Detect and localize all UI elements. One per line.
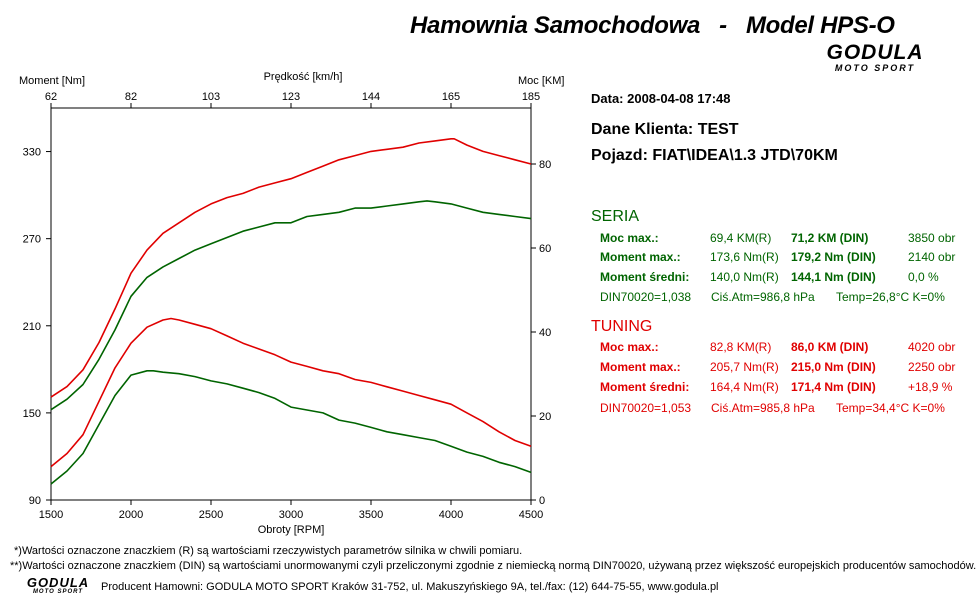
y-left-tick-label: 270 bbox=[23, 234, 41, 246]
y-right-tick-label: 40 bbox=[539, 327, 551, 339]
godula-logo: GODULA MOTO SPORT bbox=[815, 41, 935, 73]
tuning-row-torque: Moment max.: 205,7 Nm(R) 215,0 Nm (DIN) … bbox=[600, 360, 970, 376]
y-left-tick-label: 210 bbox=[23, 321, 41, 333]
x-tick-label: 4500 bbox=[519, 509, 543, 521]
x2-tick-label: 103 bbox=[202, 91, 220, 103]
seria-avg-label: Moment średni: bbox=[600, 270, 690, 284]
tuning-avg-gain: +18,9 % bbox=[908, 380, 953, 394]
seria-torque-real: 173,6 Nm(R) bbox=[710, 250, 779, 264]
tuning-temperature: Temp=34,4°C K=0% bbox=[836, 401, 945, 415]
x-tick-label: 1500 bbox=[39, 509, 63, 521]
dyno-chart: Moment [Nm] Moc [KM] Prędkość [km/h] Obroty… bbox=[19, 71, 564, 536]
y-right-tick-label: 80 bbox=[539, 159, 551, 171]
client-name: Dane Klienta: TEST bbox=[591, 121, 739, 138]
y-right-tick-label: 60 bbox=[539, 243, 551, 255]
y-right-axis-title: Moc [KM] bbox=[518, 75, 564, 87]
seria-din-factor: DIN70020=1,038 bbox=[600, 290, 692, 304]
footnote-real-values: *)Wartości oznaczone znaczkiem (R) są wa… bbox=[14, 545, 523, 557]
tuning-torque-din: 215,0 Nm (DIN) bbox=[791, 360, 876, 374]
seria-power-label: Moc max.: bbox=[600, 231, 659, 245]
tuning-power-real: 82,8 KM(R) bbox=[710, 340, 772, 354]
tuning-power-rpm: 4020 obr bbox=[908, 340, 956, 354]
vehicle-name: Pojazd: FIAT\IDEA\1.3 JTD\70KM bbox=[591, 147, 838, 164]
seria-row-torque: Moment max.: 173,6 Nm(R) 179,2 Nm (DIN) … bbox=[600, 250, 970, 266]
plot-frame bbox=[50, 107, 532, 501]
logo-small-sub-text: MOTO SPORT bbox=[32, 589, 84, 595]
x-tick-label: 2000 bbox=[119, 509, 143, 521]
seria-title: SERIA bbox=[591, 208, 640, 225]
chart-series-group bbox=[50, 138, 532, 485]
logo-main-text: GODULA bbox=[826, 41, 924, 64]
x2-tick-label: 185 bbox=[522, 91, 540, 103]
x-tick-label: 2500 bbox=[199, 509, 223, 521]
x2-tick-label: 82 bbox=[125, 91, 137, 103]
tuning-power-label: Moc max.: bbox=[600, 340, 659, 354]
x-tick-label: 4000 bbox=[439, 509, 463, 521]
tuning-torque-rpm: 2250 obr bbox=[908, 360, 956, 374]
seria-power-rpm: 3850 obr bbox=[908, 231, 956, 245]
seria-power-line bbox=[50, 200, 532, 411]
tuning-power-line bbox=[50, 138, 532, 398]
tuning-avg-label: Moment średni: bbox=[600, 380, 690, 394]
seria-power-din: 71,2 KM (DIN) bbox=[791, 231, 869, 245]
page-title: Hamownia Samochodowa - Model HPS-O bbox=[410, 12, 895, 39]
x-tick-label: 3500 bbox=[359, 509, 383, 521]
seria-torque-line bbox=[50, 369, 532, 485]
tuning-avg-real: 164,4 Nm(R) bbox=[710, 380, 779, 394]
seria-row-avg-torque: Moment średni: 140,0 Nm(R) 144,1 Nm (DIN… bbox=[600, 270, 970, 286]
tuning-row-avg-torque: Moment średni: 164,4 Nm(R) 171,4 Nm (DIN… bbox=[600, 380, 970, 396]
tuning-torque-real: 205,7 Nm(R) bbox=[710, 360, 779, 374]
seria-torque-din: 179,2 Nm (DIN) bbox=[791, 250, 876, 264]
y-left-tick-label: 90 bbox=[29, 495, 41, 507]
tuning-torque-label: Moment max.: bbox=[600, 360, 681, 374]
x-top-axis-title: Prędkość [km/h] bbox=[264, 71, 343, 83]
x-tick-label: 3000 bbox=[279, 509, 303, 521]
chart-frame-group: Moment [Nm] Moc [KM] Prędkość [km/h] Obroty… bbox=[19, 71, 564, 536]
tuning-torque-line bbox=[50, 317, 532, 468]
seria-torque-rpm: 2140 obr bbox=[908, 250, 956, 264]
producer-info: Producent Hamowni: GODULA MOTO SPORT Kra… bbox=[101, 581, 719, 593]
seria-temperature: Temp=26,8°C K=0% bbox=[836, 290, 945, 304]
tuning-atm-pressure: Ciś.Atm=985,8 hPa bbox=[711, 401, 815, 415]
seria-avg-real: 140,0 Nm(R) bbox=[710, 270, 779, 284]
y-left-axis-title: Moment [Nm] bbox=[19, 75, 85, 87]
godula-logo-small: GODULA MOTO SPORT bbox=[22, 575, 94, 596]
seria-avg-gain: 0,0 % bbox=[908, 270, 939, 284]
y-right-tick-label: 0 bbox=[539, 495, 545, 507]
y-left-tick-label: 150 bbox=[23, 408, 41, 420]
y-left-tick-label: 330 bbox=[23, 147, 41, 159]
seria-power-real: 69,4 KM(R) bbox=[710, 231, 772, 245]
seria-row-env: DIN70020=1,038 Ciś.Atm=986,8 hPa Temp=26… bbox=[600, 290, 970, 306]
logo-sub-text: MOTO SPORT bbox=[834, 63, 916, 73]
x2-tick-label: 144 bbox=[362, 91, 380, 103]
tuning-power-din: 86,0 KM (DIN) bbox=[791, 340, 869, 354]
seria-atm-pressure: Ciś.Atm=986,8 hPa bbox=[711, 290, 815, 304]
tuning-din-factor: DIN70020=1,053 bbox=[600, 401, 692, 415]
x-axis-title: Obroty [RPM] bbox=[258, 524, 325, 536]
seria-row-power: Moc max.: 69,4 KM(R) 71,2 KM (DIN) 3850 … bbox=[600, 231, 970, 247]
seria-torque-label: Moment max.: bbox=[600, 250, 681, 264]
y-right-tick-label: 20 bbox=[539, 411, 551, 423]
footnote-din-values: **)Wartości oznaczone znaczkiem (DIN) są… bbox=[10, 560, 977, 572]
seria-avg-din: 144,1 Nm (DIN) bbox=[791, 270, 876, 284]
tuning-title: TUNING bbox=[591, 318, 653, 335]
tuning-row-power: Moc max.: 82,8 KM(R) 86,0 KM (DIN) 4020 … bbox=[600, 340, 970, 356]
tuning-row-env: DIN70020=1,053 Ciś.Atm=985,8 hPa Temp=34… bbox=[600, 401, 970, 417]
x2-tick-label: 165 bbox=[442, 91, 460, 103]
tuning-avg-din: 171,4 Nm (DIN) bbox=[791, 380, 876, 394]
test-date: Data: 2008-04-08 17:48 bbox=[591, 91, 731, 106]
x2-tick-label: 123 bbox=[282, 91, 300, 103]
logo-small-main-text: GODULA bbox=[26, 575, 90, 590]
x2-tick-label: 62 bbox=[45, 91, 57, 103]
